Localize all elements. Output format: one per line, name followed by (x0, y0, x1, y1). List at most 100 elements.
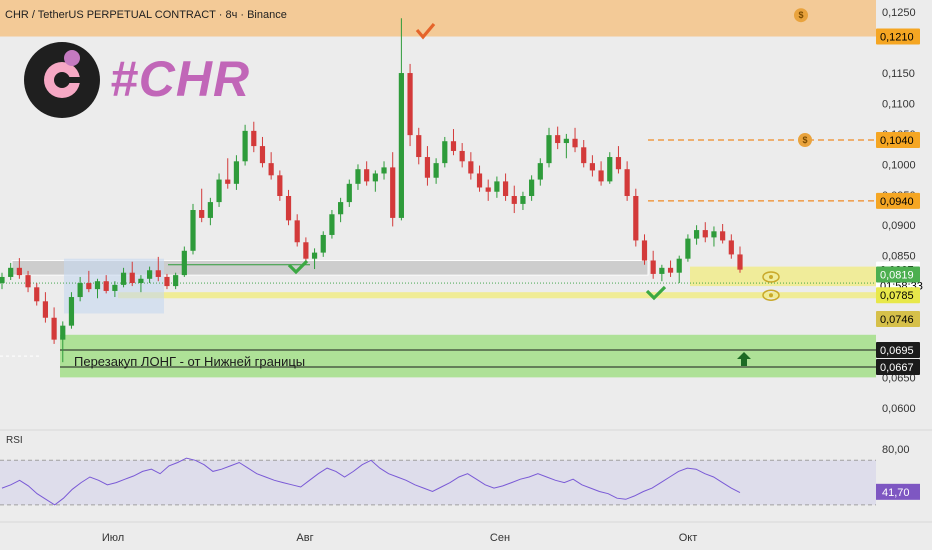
candle-body (173, 275, 179, 287)
candle-body (728, 240, 734, 255)
candle-body (8, 267, 14, 277)
money-bag-icon (794, 8, 808, 23)
candle-body (511, 196, 517, 204)
candle-body (199, 210, 205, 218)
price-label-box (876, 310, 920, 327)
y-tick-label: 0,1150 (882, 68, 915, 80)
candle-body (494, 181, 500, 192)
candle-body (68, 297, 75, 326)
price-label-text: 0,0819 (880, 270, 914, 282)
candle-body (233, 161, 240, 184)
candle-body (693, 230, 700, 239)
zone-yellow-zone (690, 266, 876, 287)
candle-body (138, 278, 144, 284)
candle-body (563, 138, 569, 144)
candle-body (42, 301, 49, 318)
ticker-label: #CHR (110, 51, 251, 107)
candle-body (381, 167, 387, 174)
buy-check-icon (645, 285, 667, 301)
candle-body (51, 317, 57, 340)
candle-body (442, 141, 448, 164)
resistance-zone-top (0, 0, 876, 37)
candle-body (641, 240, 648, 261)
candle-body (103, 281, 109, 291)
candle-body (364, 169, 370, 182)
x-tick-label: Июл (102, 532, 124, 544)
price-label-text: 0,0746 (880, 314, 914, 326)
y-tick-label: 0,0650 (882, 372, 916, 384)
annotation-text: Перезакуп ЛОНГ - от Нижней границы (74, 354, 305, 369)
candle-body (268, 163, 274, 176)
price-label-text: 0,0785 (880, 290, 914, 302)
x-tick-label: Авг (296, 532, 313, 544)
rsi-band (0, 460, 876, 505)
candle-body (112, 284, 118, 291)
candle-body (459, 150, 465, 162)
candle-body (607, 157, 613, 182)
rsi-value-text: 41,70 (882, 487, 910, 499)
candle-body (216, 179, 222, 203)
candles-group (0, 18, 743, 363)
candle-body (659, 267, 665, 274)
candle-body (416, 135, 422, 158)
candle-body (120, 272, 127, 285)
candle-body (555, 135, 561, 144)
eye-pupil (769, 293, 773, 298)
price-label-box (876, 287, 920, 304)
candle-body (720, 231, 726, 241)
candle-body (633, 196, 639, 241)
candle-body (711, 231, 717, 238)
candle-body (277, 175, 283, 196)
price-label-box (876, 192, 920, 209)
candle-body (581, 147, 587, 164)
candle-body (372, 173, 378, 182)
y-tick-label: 0,0600 (882, 403, 916, 415)
candle-body (355, 169, 361, 184)
eye-icon (762, 289, 780, 301)
candle-body (676, 258, 682, 273)
candle-body (398, 73, 404, 218)
candle-body (572, 138, 578, 148)
candle-body (34, 287, 40, 302)
candle-body (285, 196, 292, 221)
candle-body (181, 250, 187, 276)
price-label-box (876, 266, 920, 283)
candle-body (737, 254, 743, 270)
money-bag-symbol: $ (802, 135, 807, 145)
rsi-label: RSI (6, 435, 23, 446)
rsi-value-box (876, 483, 920, 500)
rsi-line (1, 457, 741, 506)
candle-body (129, 272, 135, 284)
candle-body (537, 163, 543, 180)
candle-body (25, 275, 31, 288)
zone-yellow-line (118, 292, 876, 299)
candle-body (424, 157, 431, 178)
candle-body (16, 267, 22, 276)
candle-body (502, 181, 509, 196)
candle-body (329, 214, 335, 235)
candle-body (77, 283, 83, 298)
eye-icon (762, 271, 780, 283)
candle-body (702, 230, 708, 238)
candle-body (650, 260, 656, 274)
price-label-text: 0,0940 (880, 196, 914, 208)
candle-body (624, 169, 630, 196)
price-label-box (876, 28, 920, 45)
candle-body (190, 210, 196, 251)
candle-body (242, 130, 248, 162)
up-arrow-icon (737, 352, 751, 366)
candle-body (529, 179, 535, 196)
money-bag-icon (798, 133, 812, 147)
candle-body (251, 130, 257, 147)
candle-body (294, 220, 300, 243)
logo-dot (64, 50, 80, 66)
candle-body (598, 170, 604, 182)
candle-body (546, 135, 552, 164)
price-label-text: 0,1210 (880, 32, 914, 44)
candle-body (259, 146, 266, 164)
y-tick-label: 0,1000 (882, 159, 916, 171)
chr-logo-icon (24, 42, 100, 118)
candle-body (147, 270, 153, 279)
